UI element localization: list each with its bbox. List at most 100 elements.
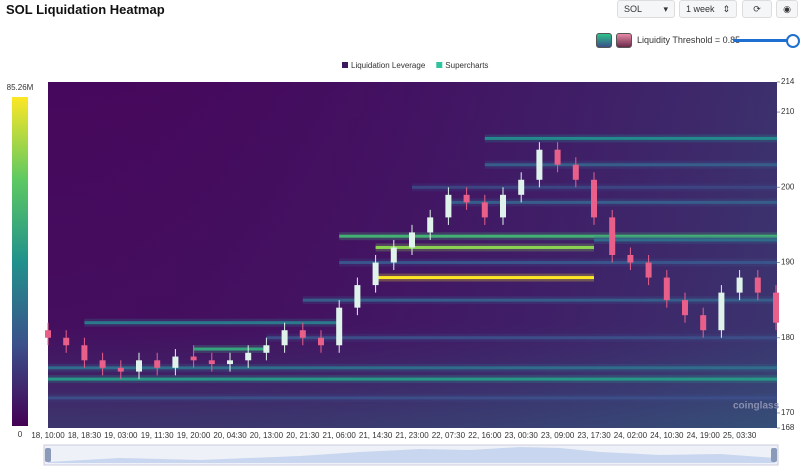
scrollbar-preview [48, 447, 775, 463]
candle-body [136, 360, 142, 372]
x-tick-label: 23, 00:30 [505, 431, 539, 440]
level-glow [48, 363, 777, 372]
candle-body [445, 194, 452, 218]
y-tick-label: 200 [781, 182, 795, 191]
x-tick-label: 22, 16:00 [468, 431, 502, 440]
refresh-button[interactable]: ⟳ [742, 0, 772, 18]
candle-body [318, 337, 324, 346]
scroll-handle[interactable] [771, 448, 777, 462]
legend-swatch [342, 62, 348, 68]
x-tick-label: 24, 10:30 [650, 431, 684, 440]
slider-handle[interactable] [786, 34, 800, 48]
level-glow [193, 345, 267, 354]
plot-shade [48, 82, 777, 428]
x-tick-label: 18, 10:00 [31, 431, 65, 440]
candle-body [500, 194, 506, 218]
candle-body [172, 356, 179, 368]
candle-body [190, 356, 197, 361]
candle-body [281, 330, 288, 346]
liquidation-level [48, 366, 777, 370]
x-tick-label: 19, 03:00 [104, 431, 138, 440]
candle-body [372, 262, 379, 286]
x-tick-label: 21, 06:00 [323, 431, 357, 440]
level-glow [484, 134, 777, 143]
candle-body [463, 194, 470, 203]
candle-body [663, 277, 670, 301]
liquidation-level [375, 245, 594, 249]
x-tick-label: 20, 13:00 [250, 431, 284, 440]
y-tick-label: 168 [781, 423, 795, 432]
level-glow [375, 273, 594, 282]
x-tick-label: 21, 14:30 [359, 431, 393, 440]
liquidation-level [339, 261, 777, 265]
candle-body [63, 337, 70, 346]
level-glow [266, 333, 777, 342]
liquidation-level [594, 238, 777, 242]
liquidation-level [448, 200, 777, 204]
x-tick-label: 24, 02:00 [614, 431, 648, 440]
level-glow [48, 375, 777, 384]
x-tick-label: 18, 18:30 [68, 431, 102, 440]
level-glow [302, 296, 777, 305]
plot-shade [48, 82, 777, 428]
candle-body [263, 345, 270, 353]
liquidation-level [48, 396, 777, 400]
candle-body [481, 202, 488, 218]
y-tick-label: 190 [781, 258, 795, 267]
liquidation-level [484, 163, 777, 167]
x-tick-label: 21, 23:00 [395, 431, 429, 440]
range: 1 week [686, 4, 715, 14]
scrollbar[interactable] [43, 444, 779, 466]
liquidation-level [302, 298, 777, 302]
liquidation-level [266, 336, 777, 340]
color-scheme-1[interactable] [596, 33, 612, 48]
x-tick-label: 20, 21:30 [286, 431, 320, 440]
threshold-slider[interactable] [733, 39, 791, 42]
caret: ⇕ [722, 3, 730, 14]
candle-body [45, 330, 51, 338]
liquidation-level [412, 185, 777, 189]
liquidation-level [48, 377, 777, 381]
candle-body [536, 149, 543, 180]
liquidation-level [484, 136, 777, 140]
candle-body [554, 149, 561, 165]
level-glow [448, 198, 777, 207]
legend-label: Liquidation Leverage [351, 61, 426, 70]
candle-body [299, 330, 306, 338]
level-glow [84, 318, 340, 327]
legend-label: Supercharts [445, 61, 488, 70]
level-glow [594, 235, 777, 244]
screenshot-button[interactable]: ◉ [776, 0, 798, 18]
candle-body [682, 300, 688, 316]
range-select[interactable]: 1 week ⇕ [679, 0, 737, 18]
x-tick-label: 20, 04:30 [213, 431, 247, 440]
candle-body [718, 292, 725, 331]
candle-body [572, 164, 579, 180]
candle-body [336, 307, 343, 346]
candle-body [754, 277, 761, 293]
x-tick-label: 23, 17:30 [577, 431, 611, 440]
caret: ▾ [663, 3, 668, 14]
color-scheme-2[interactable] [616, 33, 632, 48]
candle-body [427, 217, 434, 233]
symbol: SOL [624, 4, 643, 14]
level-glow [339, 232, 777, 241]
candle-body [409, 232, 415, 248]
candle-body [700, 315, 707, 331]
candle-body [208, 360, 215, 365]
level-glow [484, 160, 777, 169]
candle-body [245, 352, 252, 361]
candle-body [99, 360, 106, 368]
candle-body [645, 262, 652, 278]
symbol-select[interactable]: SOL ▾ [617, 0, 675, 18]
candle-body [354, 285, 361, 308]
title: SOL Liquidation Heatmap [6, 2, 165, 17]
candle-body [227, 360, 233, 365]
legend-swatch [436, 62, 443, 68]
x-tick-label: 19, 11:30 [141, 431, 174, 440]
level-glow [375, 243, 594, 252]
x-tick-label: 19, 20:00 [177, 431, 211, 440]
scroll-handle[interactable] [45, 448, 51, 462]
